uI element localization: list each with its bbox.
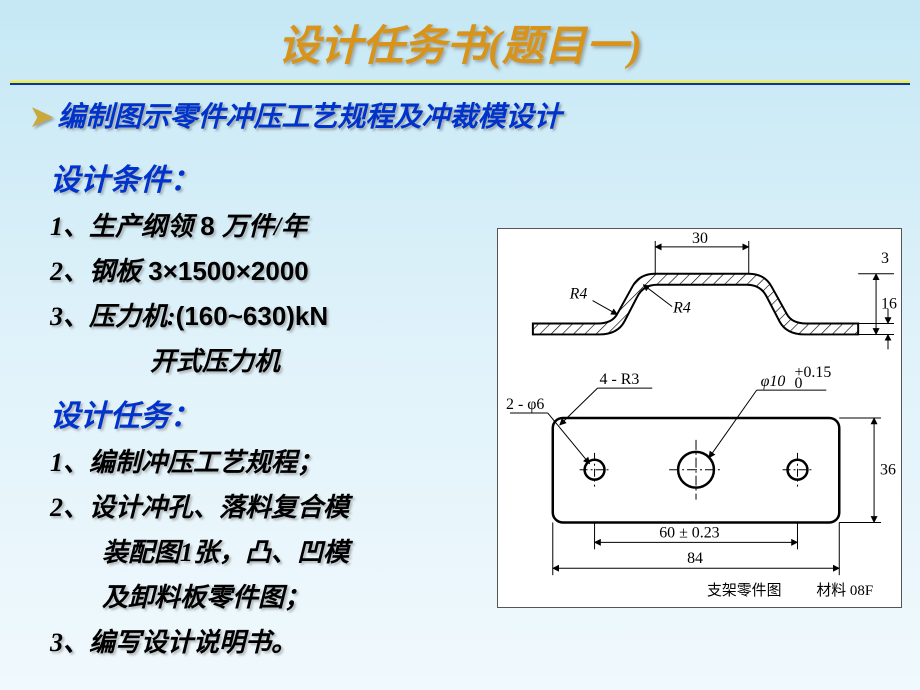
subtitle-text: 编制图示零件冲压工艺规程及冲裁模设计 <box>57 102 561 133</box>
task-2: 2、设计冲孔、落料复合模 <box>50 488 480 527</box>
bullet-arrow-icon: ➤ <box>30 100 53 134</box>
title-divider <box>10 81 910 85</box>
dim-r4a: R4 <box>569 286 588 303</box>
c2-value: 3×1500×2000 <box>141 256 309 286</box>
c1-label: 1、生产纲领 <box>50 212 193 241</box>
diagram-svg: 30 3 16 R4 R4 4 - R3 <box>498 229 901 607</box>
condition-3: 3、压力机:(160~630)kN <box>50 297 480 336</box>
dim-36: 36 <box>880 462 896 479</box>
task-2b: 装配图1张，凸、凹模 <box>50 533 480 572</box>
dim-d10-tol0: 0 <box>794 375 802 392</box>
c1-unit: 万件/年 <box>222 212 307 241</box>
diagram-caption: 支架零件图 <box>707 582 782 599</box>
conditions-header: 设计条件： <box>50 155 890 199</box>
condition-1: 1、生产纲领 8 万件/年 <box>50 207 480 246</box>
dim-3: 3 <box>881 250 889 267</box>
subtitle-row: ➤编制图示零件冲压工艺规程及冲裁模设计 <box>0 95 920 135</box>
task-1: 1、编制冲压工艺规程； <box>50 443 480 482</box>
dim-30: 30 <box>692 230 708 247</box>
dim-r4b: R4 <box>672 300 691 317</box>
dim-16: 16 <box>881 296 897 313</box>
c3-value: (160~630)kN <box>176 301 329 331</box>
c1-value: 8 <box>193 211 222 241</box>
task-2c: 及卸料板零件图； <box>50 578 480 617</box>
note-4r3: 4 - R3 <box>600 371 640 388</box>
page-title: 设计任务书(题目一) <box>0 0 920 73</box>
task-3: 3、编写设计说明书。 <box>50 623 480 662</box>
dim-84: 84 <box>687 550 703 567</box>
part-diagram: 30 3 16 R4 R4 4 - R3 <box>497 228 902 608</box>
dim-60: 60 ± 0.23 <box>659 524 719 541</box>
diagram-material: 材料 08F <box>816 582 873 599</box>
c2-label: 2、钢板 <box>50 257 141 286</box>
section-view: 30 3 16 R4 R4 <box>533 230 897 349</box>
dim-d10: φ10 <box>761 373 786 390</box>
condition-2: 2、钢板 3×1500×2000 <box>50 252 480 291</box>
note-2d6: 2 - φ6 <box>506 396 544 413</box>
condition-3b: 开式压力机 <box>50 342 480 381</box>
c3-label: 3、压力机: <box>50 302 176 331</box>
plan-view: 4 - R3 2 - φ6 φ10 +0.15 0 36 60 ± 0.23 8… <box>506 364 896 599</box>
